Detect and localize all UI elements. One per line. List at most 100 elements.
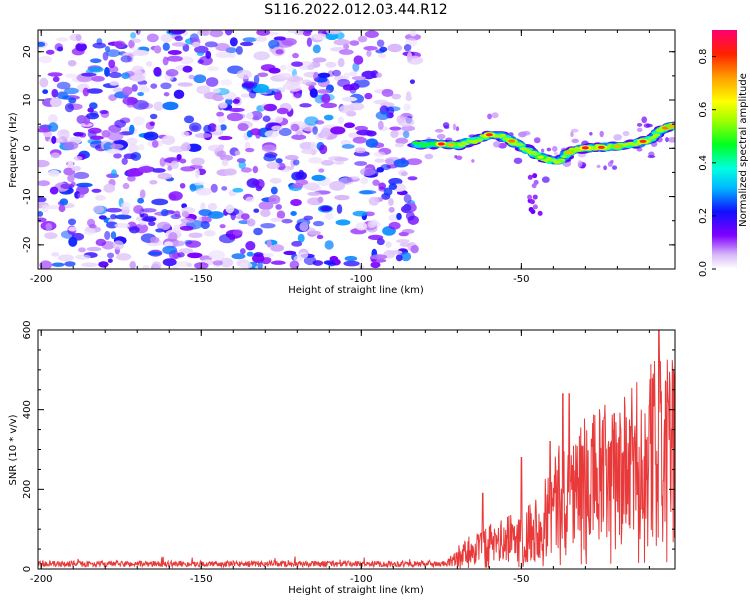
- spectrogram-cell: [299, 141, 315, 150]
- spectrogram-cell: [192, 181, 205, 186]
- spectrogram-cell: [365, 130, 377, 137]
- spectrogram-cell: [200, 202, 206, 212]
- spectrogram-cell: [395, 254, 403, 262]
- spectrogram-cell: [188, 232, 203, 239]
- spectrogram-cell: [87, 127, 102, 134]
- spectrogram-cell: [374, 158, 386, 163]
- spectrogram-cell: [270, 186, 278, 195]
- spectrogram-cell: [639, 139, 647, 143]
- spectrogram-cell: [552, 145, 558, 152]
- spectrogram-cell: [169, 30, 186, 35]
- spectrogram-cell: [136, 216, 142, 222]
- spectrogram-cell: [645, 123, 653, 128]
- spectrogram-cell: [110, 213, 117, 220]
- spectrogram-cell: [287, 84, 302, 92]
- spectrogram-cell: [205, 50, 212, 59]
- spectrogram-cell: [116, 253, 132, 261]
- spectrogram-cell: [180, 217, 195, 224]
- spectrogram-cell: [343, 260, 360, 267]
- spectrogram-cell: [114, 214, 132, 220]
- spectrogram-cell: [303, 215, 314, 221]
- spectrogram-cell: [51, 135, 57, 144]
- spectrogram-cell: [349, 40, 360, 46]
- spectrogram-cell: [393, 158, 410, 168]
- spectrogram-cell: [556, 160, 562, 164]
- spectrogram-cell: [403, 44, 412, 52]
- spectrogram-cell: [234, 150, 241, 156]
- spectrogram-cell: [113, 153, 122, 159]
- spectrogram-cell: [161, 135, 176, 146]
- spectrogram-cell: [376, 238, 385, 246]
- spectrogram-cell: [353, 55, 364, 65]
- spectrogram-cell: [349, 83, 360, 91]
- spectrogram-cell: [418, 141, 424, 144]
- spectrogram-cell: [271, 125, 283, 131]
- spectrogram-cell: [107, 131, 124, 141]
- snr-y-ticks: 0 200 400 600: [22, 320, 675, 572]
- spectrogram-cell: [366, 49, 372, 57]
- colorbar-ticks: 0.0 0.2 0.4 0.6 0.8: [698, 49, 716, 277]
- spectrogram-cell: [212, 260, 223, 266]
- spectrogram-cell: [253, 74, 260, 85]
- spectrogram-cell: [147, 251, 162, 256]
- spectrogram-cell: [613, 144, 621, 148]
- spectrogram-cell: [38, 180, 51, 187]
- spectrogram-cell: [389, 126, 402, 131]
- spectrogram-cell: [77, 247, 86, 253]
- spectrogram-cell: [56, 91, 69, 100]
- spectrogram-cell: [379, 46, 388, 53]
- spectrogram-cell: [143, 131, 159, 141]
- spectrogram-cell: [179, 182, 186, 189]
- spectrogram-cell: [238, 161, 247, 169]
- spectrogram-cell: [253, 252, 264, 258]
- spectrogram-cell: [253, 208, 260, 213]
- spectrogram-cell: [339, 49, 354, 55]
- spectrogram-cell: [49, 97, 62, 108]
- y-tick-label: 200: [22, 480, 33, 499]
- spectrogram-cell: [203, 230, 216, 237]
- spectrogram-cell: [138, 84, 148, 90]
- spectrogram-cell: [420, 144, 427, 148]
- spectrogram-cell: [276, 72, 293, 80]
- spectrogram-cell: [260, 209, 271, 217]
- spectrogram-cell: [197, 59, 204, 64]
- spectrogram-cell: [219, 124, 227, 131]
- spectrogram-cell: [533, 179, 539, 185]
- spectrogram-cell: [182, 65, 193, 73]
- spectrogram-cell: [403, 194, 412, 204]
- spectrogram-cell: [323, 260, 334, 265]
- spectrogram-cell: [104, 66, 110, 77]
- x-tick-label: -150: [190, 574, 213, 585]
- spectrogram-cell: [62, 141, 79, 151]
- spectrogram-x-label: Height of straight line (km): [288, 285, 424, 296]
- spectrogram-cell: [54, 43, 64, 51]
- spectrogram-cell: [237, 123, 249, 132]
- spectrogram-cell: [570, 128, 579, 133]
- spectrogram-cell: [245, 147, 255, 153]
- spectrogram-cell: [275, 204, 282, 210]
- spectrogram-cell: [401, 229, 415, 234]
- y-tick-label: 10: [22, 94, 33, 107]
- spectrogram-cell: [312, 126, 318, 135]
- colorbar-tick-label: 0.0: [698, 261, 709, 277]
- x-tick-label: -200: [30, 574, 53, 585]
- spectrogram-cell: [160, 33, 173, 43]
- spectrogram-cell: [307, 64, 315, 71]
- spectrogram-cell: [242, 37, 257, 43]
- spectrogram-cell: [207, 202, 218, 211]
- spectrogram-cell: [388, 250, 403, 255]
- spectrogram-cell: [209, 30, 224, 38]
- spectrogram-cell: [292, 52, 299, 59]
- spectrogram-cell: [291, 183, 304, 189]
- spectrogram-cell: [330, 126, 346, 135]
- spectrogram-cell: [264, 130, 279, 138]
- spectrogram-cell: [355, 222, 368, 231]
- spectrogram-cell: [388, 206, 395, 213]
- spectrogram-cell: [270, 244, 285, 252]
- spectrogram-cell: [316, 234, 324, 240]
- spectrogram-cell: [140, 213, 149, 219]
- spectrogram-cell: [458, 144, 466, 147]
- spectrogram-cell: [317, 89, 331, 94]
- spectrogram-cell: [289, 260, 300, 269]
